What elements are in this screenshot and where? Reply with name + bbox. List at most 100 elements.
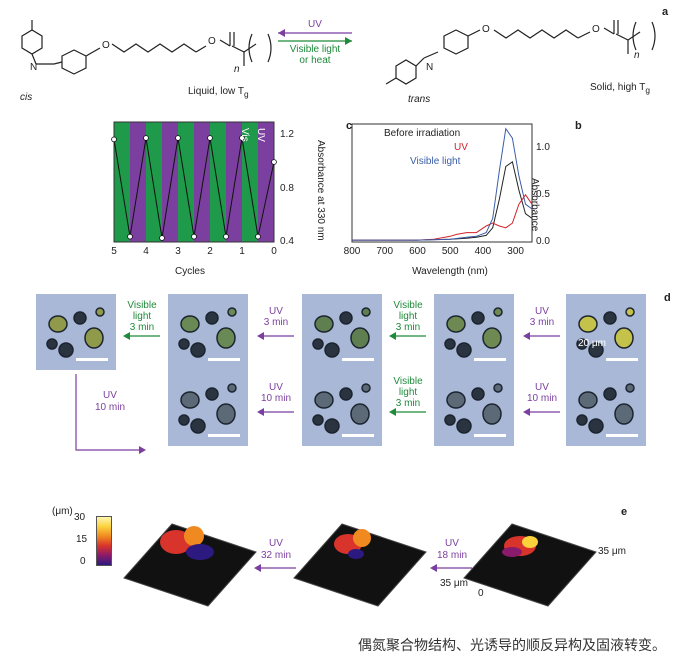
particle <box>178 338 190 350</box>
row2-arrow-2-label-1: UV <box>269 382 283 393</box>
cycling-xtick: 2 <box>207 246 213 257</box>
micrograph <box>168 370 248 446</box>
row1-arrow-0 <box>523 332 560 340</box>
colorbar-tick-top: 30 <box>74 512 86 523</box>
surface-axis-label-1: 35 μm <box>598 546 626 557</box>
particle <box>95 307 105 317</box>
particle <box>361 307 371 317</box>
cycling-band-uv-label: UV <box>255 128 266 142</box>
particle <box>482 327 502 349</box>
spectra-ytick: 0.5 <box>536 188 550 200</box>
micrograph <box>566 294 646 370</box>
micrograph <box>566 370 646 446</box>
row1-arrow-1 <box>389 332 426 340</box>
trans-n-subscript: n <box>634 50 640 61</box>
cis-isomer-label: cis <box>20 92 33 103</box>
particle <box>205 387 219 401</box>
cis-top-benzene <box>21 29 43 55</box>
row1-arrow-1-label-1: Visible <box>393 300 423 311</box>
cycling-point <box>143 135 149 141</box>
particle <box>324 342 340 358</box>
height-feature <box>502 547 522 557</box>
micrograph <box>302 294 382 370</box>
cycling-chart <box>111 121 277 243</box>
particle <box>493 307 503 317</box>
surface-arrow-2-l2: 32 min <box>260 550 291 561</box>
cis-o-atom: O <box>102 40 110 51</box>
cycling-point <box>223 233 229 240</box>
particle <box>603 387 617 401</box>
spectrum-line-1 <box>352 193 533 241</box>
row1-arrow-3 <box>123 332 160 340</box>
row2-arrow-1 <box>389 408 426 416</box>
row1-arrow-3-label-2: light <box>132 311 152 322</box>
uv-band <box>258 122 274 242</box>
row1-arrow-0-label-1: UV <box>535 306 549 317</box>
cycling-xtick: 1 <box>239 246 245 257</box>
cycling-ytick: 0.4 <box>280 236 294 247</box>
row1-arrow-2-label-1: UV <box>269 306 283 317</box>
cis-bottom-benzene <box>61 49 87 75</box>
particle <box>314 315 334 333</box>
particle <box>614 327 634 349</box>
cycling-plot-frame <box>113 121 275 243</box>
particle <box>446 391 466 409</box>
particle <box>339 311 353 325</box>
colorbar-tick-mid: 15 <box>76 534 88 545</box>
cycling-point <box>271 159 277 165</box>
wrap-arrow-label-1: UV <box>103 390 117 401</box>
cis-o-atom-ester: O <box>208 36 216 47</box>
particle <box>216 327 236 349</box>
height-feature <box>522 536 538 548</box>
particle <box>312 338 324 350</box>
scale-bar <box>342 434 374 437</box>
spectra-ytick: 0.0 <box>536 236 550 247</box>
surface-arrow-1-l2: 18 min <box>436 550 467 561</box>
particle <box>350 327 370 349</box>
arrow-visible-line1: Visible light <box>289 44 341 55</box>
trans-state-sub: g <box>645 85 651 95</box>
cycling-xlabel: Cycles <box>174 266 205 277</box>
height-feature <box>186 544 214 560</box>
particle <box>314 391 334 409</box>
scale-bar <box>76 358 108 361</box>
row1-arrow-2 <box>257 332 294 340</box>
particle <box>190 342 206 358</box>
height-colorbar <box>96 516 112 566</box>
scale-bar <box>208 434 240 437</box>
cycling-point <box>111 136 117 143</box>
particle <box>205 311 219 325</box>
row2-arrow-0 <box>523 408 560 416</box>
particle <box>361 383 371 393</box>
row1-arrow-3-label-3: 3 min <box>129 322 155 333</box>
row2-arrow-1-label-3: 3 min <box>395 398 421 409</box>
cycling-point <box>239 135 245 141</box>
height-map-3 <box>123 523 257 607</box>
cis-state-text: Liquid, low T <box>188 86 244 97</box>
wrap-arrow-label-2: 10 min <box>94 402 125 413</box>
scale-bar <box>474 358 506 361</box>
spectra-xtick: 300 <box>507 246 524 257</box>
spectra-xtick: 600 <box>409 246 426 257</box>
particle <box>73 311 87 325</box>
arrow-uv-label: UV <box>308 19 322 30</box>
row2-arrow-2 <box>257 408 294 416</box>
trans-o-atom-ester: O <box>592 24 600 35</box>
cycling-point <box>207 135 213 141</box>
panel-a-structures <box>21 20 656 85</box>
particle <box>48 315 68 333</box>
particle <box>576 338 588 350</box>
panel-letter-a: a <box>662 6 669 18</box>
spectra-plot-frame <box>351 123 533 243</box>
micrograph <box>168 294 248 370</box>
particle <box>180 391 200 409</box>
cycling-xtick: 0 <box>271 246 277 257</box>
spectra-xtick: 700 <box>376 246 394 257</box>
particle <box>58 342 74 358</box>
particle <box>576 414 588 426</box>
surface-arrow-2-l1: UV <box>269 538 283 549</box>
figure-caption: 偶氮聚合物结构、光诱导的顺反异构及固液转变。 <box>358 638 666 654</box>
particle <box>578 315 598 333</box>
particle <box>350 403 370 425</box>
row2-arrow-1-label-1: Visible <box>393 376 423 387</box>
